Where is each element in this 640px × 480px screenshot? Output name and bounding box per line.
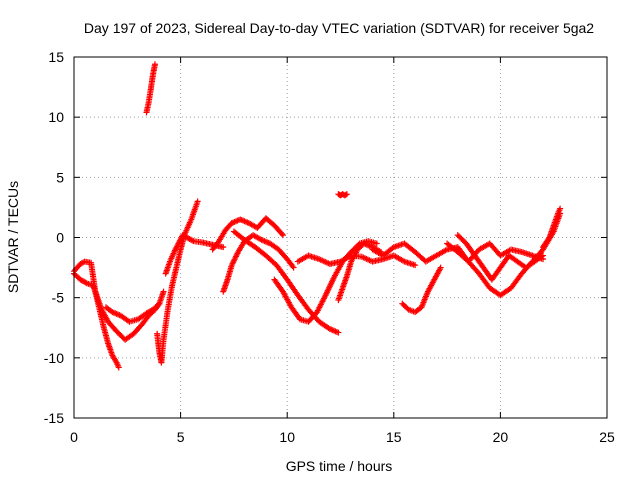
data-point bbox=[343, 191, 350, 198]
data-point bbox=[220, 244, 227, 251]
data-point bbox=[279, 232, 286, 239]
series-trace-e bbox=[154, 198, 201, 366]
series-trace-q bbox=[454, 232, 547, 283]
data-point bbox=[155, 301, 162, 308]
y-tick-label: 15 bbox=[48, 49, 64, 65]
data-point bbox=[278, 230, 285, 237]
y-tick-label: 10 bbox=[48, 109, 64, 125]
data-point bbox=[557, 205, 564, 212]
y-tick-label: -5 bbox=[52, 290, 65, 306]
series-trace-b bbox=[71, 270, 167, 343]
data-point bbox=[82, 279, 89, 286]
series-trace-l bbox=[335, 240, 385, 304]
series-trace-d bbox=[143, 61, 159, 116]
x-tick-label: 5 bbox=[177, 429, 185, 445]
data-point bbox=[152, 61, 159, 68]
data-point bbox=[335, 329, 342, 336]
data-point bbox=[194, 198, 201, 205]
x-tick-label: 25 bbox=[599, 429, 615, 445]
series-trace-i bbox=[230, 228, 342, 336]
data-point bbox=[412, 262, 419, 269]
data-points bbox=[71, 61, 564, 371]
x-tick-label: 10 bbox=[279, 429, 295, 445]
x-axis-label: GPS time / hours bbox=[286, 458, 393, 474]
y-tick-label: -15 bbox=[44, 410, 64, 426]
y-tick-label: 5 bbox=[56, 169, 64, 185]
data-point bbox=[437, 264, 444, 271]
chart-title: Day 197 of 2023, Sidereal Day-to-day VTE… bbox=[84, 20, 594, 36]
data-point bbox=[189, 237, 196, 244]
series-trace-f bbox=[162, 232, 227, 277]
data-point bbox=[540, 252, 547, 259]
series-trace-g bbox=[209, 215, 286, 253]
series-trace-r bbox=[540, 205, 564, 251]
plot-frame bbox=[73, 56, 608, 419]
x-axis-ticks: 0 5 10 15 20 25 bbox=[70, 57, 615, 445]
y-axis-ticks: -15 -10 -5 0 5 10 15 bbox=[44, 49, 607, 426]
y-tick-label: -10 bbox=[44, 350, 64, 366]
x-tick-label: 20 bbox=[493, 429, 509, 445]
series-trace-h bbox=[220, 232, 297, 295]
data-point bbox=[115, 364, 122, 371]
series-trace-o bbox=[399, 264, 444, 316]
y-tick-label: 0 bbox=[56, 230, 64, 246]
series-trace-m bbox=[335, 191, 350, 199]
series-trace-c bbox=[102, 300, 163, 325]
data-point bbox=[373, 240, 380, 247]
grid-lines bbox=[74, 57, 607, 418]
x-tick-label: 0 bbox=[70, 429, 78, 445]
data-point bbox=[342, 191, 349, 198]
y-axis-label: SDTVAR / TECUs bbox=[5, 181, 21, 293]
data-point bbox=[290, 264, 297, 271]
x-tick-label: 15 bbox=[386, 429, 402, 445]
data-point bbox=[160, 288, 167, 295]
data-point bbox=[156, 300, 163, 307]
